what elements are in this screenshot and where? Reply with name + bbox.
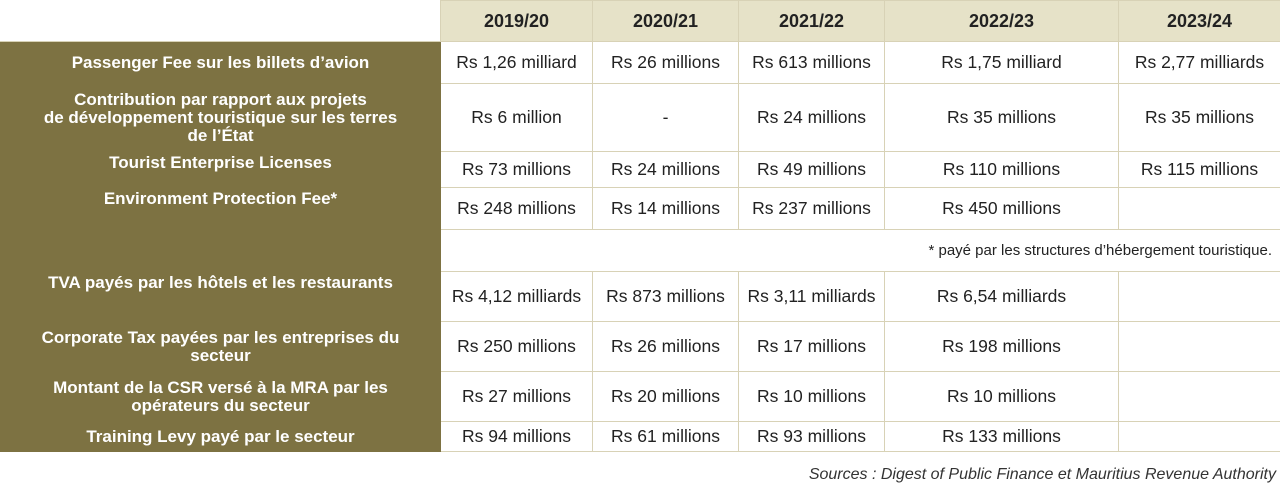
year-header: 2023/24 [1118,0,1280,42]
row-label: TVA payés par les hôtels et les restaura… [0,271,441,322]
table-row: TVA payés par les hôtels et les restaura… [0,271,1280,322]
table-cell: Rs 450 millions [884,187,1119,230]
table-cell: Rs 873 millions [592,271,739,322]
row-label-line: de développement touristique sur les ter… [43,107,398,127]
row-label-line: Montant de la CSR versé à la MRA par les [53,377,388,397]
year-header: 2021/22 [738,0,885,42]
row-label: Environment Protection Fee* [0,187,441,230]
table-row: Passenger Fee sur les billets d’avion Rs… [0,41,1280,84]
table-row: Environment Protection Fee* Rs 248 milli… [0,187,1280,230]
table-row: Contribution par rapport aux projets de … [0,83,1280,152]
row-label-line: Corporate Tax payées par les entreprises… [41,327,400,347]
table-cell: Rs 73 millions [440,151,593,188]
table-cell: Rs 110 millions [884,151,1119,188]
table-cell [1118,321,1280,372]
row-label: Training Levy payé par le secteur [0,421,441,452]
footnote: * payé par les structures d’hébergement … [440,229,1280,272]
table-row: Training Levy payé par le secteur Rs 94 … [0,421,1280,452]
footnote-row: * payé par les structures d’hébergement … [0,229,1280,272]
table-cell: Rs 35 millions [1118,83,1280,152]
table-row: Tourist Enterprise Licenses Rs 73 millio… [0,151,1280,188]
row-label-line: de l’État [187,125,254,145]
table-cell: Rs 237 millions [738,187,885,230]
table-cell: Rs 10 millions [738,371,885,422]
header-row: 2019/20 2020/21 2021/22 2022/23 2023/24 [0,0,1280,42]
year-header: 2019/20 [440,0,593,42]
table-cell: - [592,83,739,152]
table-cell: Rs 94 millions [440,421,593,452]
table-cell: Rs 20 millions [592,371,739,422]
table-cell [1118,271,1280,322]
table-cell: Rs 10 millions [884,371,1119,422]
row-label: Tourist Enterprise Licenses [0,151,441,188]
row-label: Passenger Fee sur les billets d’avion [0,41,441,84]
table-cell: Rs 250 millions [440,321,593,372]
table-row: Montant de la CSR versé à la MRA par les… [0,371,1280,422]
table-cell: Rs 93 millions [738,421,885,452]
table-cell: Rs 613 millions [738,41,885,84]
table-cell: Rs 26 millions [592,41,739,84]
table-cell: Rs 1,75 milliard [884,41,1119,84]
table-row: Corporate Tax payées par les entreprises… [0,321,1280,372]
row-label: Contribution par rapport aux projets de … [0,83,441,152]
table-cell: Rs 198 millions [884,321,1119,372]
row-label: Corporate Tax payées par les entreprises… [0,321,441,372]
row-label-line: secteur [190,345,251,365]
table-cell: Rs 14 millions [592,187,739,230]
table-cell [1118,187,1280,230]
table-cell: Rs 6 million [440,83,593,152]
row-label-line: opérateurs du secteur [131,395,310,415]
year-header: 2020/21 [592,0,739,42]
table-cell [1118,421,1280,452]
row-label-line: Contribution par rapport aux projets [74,89,367,109]
finance-table: 2019/20 2020/21 2021/22 2022/23 2023/24 … [0,0,1280,452]
table-cell: Rs 115 millions [1118,151,1280,188]
year-header: 2022/23 [884,0,1119,42]
table-cell: Rs 61 millions [592,421,739,452]
table-cell: Rs 4,12 milliards [440,271,593,322]
table-cell: Rs 248 millions [440,187,593,230]
row-label: Montant de la CSR versé à la MRA par les… [0,371,441,422]
table-cell: Rs 1,26 milliard [440,41,593,84]
table-cell: Rs 3,11 milliards [738,271,885,322]
table-cell: Rs 17 millions [738,321,885,372]
table-cell: Rs 24 millions [592,151,739,188]
table-cell [1118,371,1280,422]
table-cell: Rs 24 millions [738,83,885,152]
table-cell: Rs 26 millions [592,321,739,372]
corner-cell [0,0,441,42]
table-cell: Rs 49 millions [738,151,885,188]
table-cell: Rs 35 millions [884,83,1119,152]
table-cell: Rs 27 millions [440,371,593,422]
table-cell: Rs 133 millions [884,421,1119,452]
table-cell: Rs 2,77 milliards [1118,41,1280,84]
sources-caption: Sources : Digest of Public Finance et Ma… [808,466,1276,483]
table-cell: Rs 6,54 milliards [884,271,1119,322]
row-label-empty [0,229,441,272]
